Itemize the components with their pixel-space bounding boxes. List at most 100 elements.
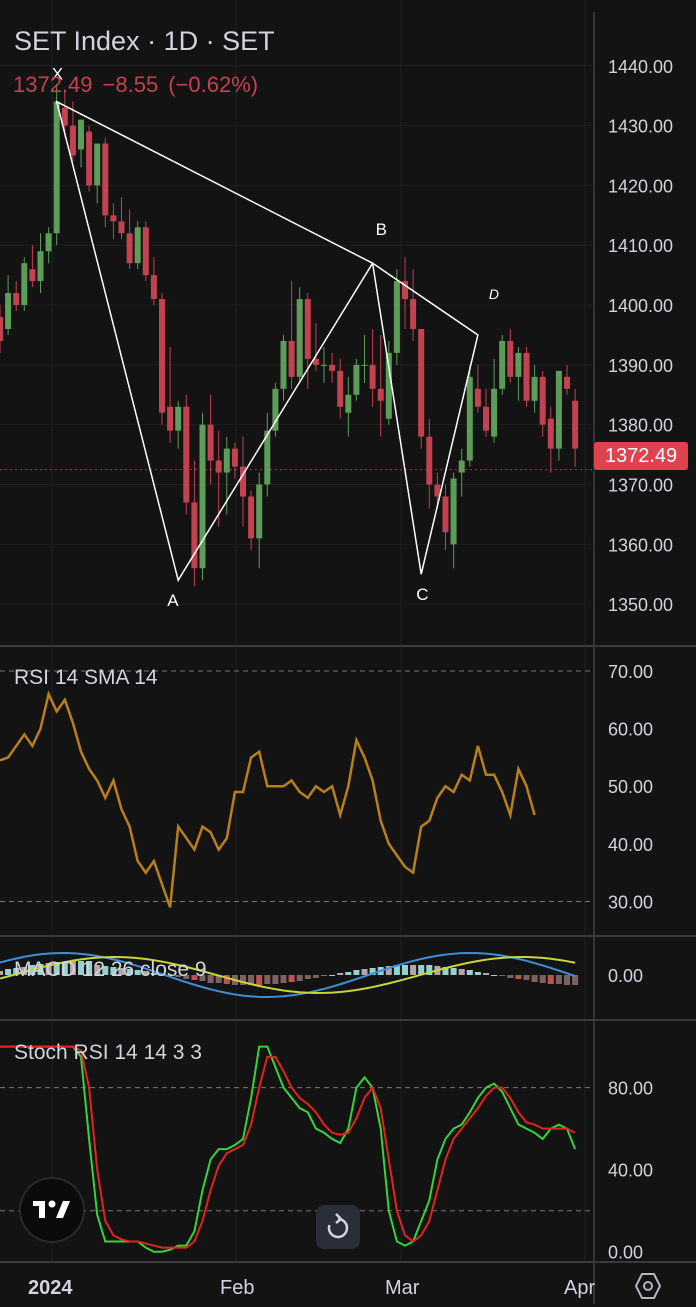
- macd-histogram-bar: [353, 970, 360, 975]
- macd-histogram-bar: [329, 975, 336, 976]
- candle-body: [21, 263, 28, 306]
- price-axis-label: 1440.00: [608, 57, 673, 77]
- candle-body: [304, 299, 311, 359]
- candle-body: [215, 460, 222, 473]
- rsi-label[interactable]: RSI 14 SMA 14: [14, 666, 158, 689]
- candle-body: [167, 406, 174, 431]
- candle-body: [264, 430, 271, 485]
- candle-body: [572, 400, 579, 449]
- pattern-point-d: D: [489, 286, 499, 302]
- macd-axis-label: 0.00: [608, 966, 643, 986]
- macd-histogram-bar: [474, 972, 481, 975]
- chart-title: SET Index · 1D · SET: [14, 26, 275, 56]
- candle-body: [345, 394, 352, 413]
- macd-histogram-bar: [134, 970, 141, 975]
- macd-histogram-bar: [369, 968, 376, 975]
- candle-body: [385, 352, 392, 419]
- settings-icon[interactable]: [632, 1270, 664, 1302]
- macd-histogram-bar: [5, 969, 12, 975]
- macd-histogram-bar: [466, 970, 473, 975]
- candle-body: [231, 448, 238, 467]
- candle-body: [329, 364, 336, 371]
- macd-histogram-bar: [450, 968, 457, 975]
- stoch-axis-label: 0.00: [608, 1243, 643, 1263]
- macd-histogram-bar: [555, 975, 562, 984]
- price-axis-label: 1420.00: [608, 176, 673, 196]
- macd-histogram-bar: [256, 975, 263, 985]
- time-axis-label: Apr: [564, 1277, 595, 1299]
- candle-body: [0, 317, 3, 341]
- pattern-point-c: C: [416, 585, 428, 604]
- candle-body: [134, 227, 141, 264]
- candle-body: [296, 299, 303, 377]
- macd-histogram-bar: [223, 975, 230, 984]
- candle-body: [240, 466, 246, 497]
- macd-histogram-bar: [167, 975, 174, 976]
- candle-body: [321, 364, 327, 366]
- price-axis-label: 1380.00: [608, 416, 673, 436]
- tradingview-logo-icon[interactable]: [19, 1177, 85, 1243]
- rsi-axis-label: 60.00: [608, 720, 653, 740]
- macd-histogram-bar: [272, 975, 279, 984]
- price-axis-label: 1370.00: [608, 476, 673, 496]
- macd-histogram-bar: [45, 963, 52, 975]
- candle-body: [272, 388, 279, 431]
- candle-body: [69, 125, 76, 156]
- macd-histogram-bar: [288, 975, 295, 982]
- macd-histogram-bar: [69, 961, 76, 975]
- price-quote: 1372.49 −8.55 (−0.62%): [13, 72, 268, 98]
- macd-histogram-bar: [94, 965, 101, 975]
- candle-body: [5, 293, 12, 329]
- candle-body: [207, 424, 214, 461]
- pattern-point-x: X: [52, 65, 63, 84]
- stoch-d-line: [0, 1045, 576, 1249]
- price-axis-label: 1390.00: [608, 356, 673, 376]
- price-axis-label: 1350.00: [608, 595, 673, 615]
- macd-histogram-bar: [539, 975, 546, 983]
- stoch-axis-label: 80.00: [608, 1079, 653, 1099]
- macd-histogram-bar: [458, 969, 465, 975]
- candle-body: [288, 340, 295, 377]
- candle-body: [547, 418, 554, 449]
- candle-body: [369, 364, 376, 389]
- candle-body: [248, 496, 255, 539]
- pattern-point-b: B: [376, 220, 387, 239]
- candle-body: [483, 406, 489, 431]
- macd-label[interactable]: MACD 12 26 close 9: [14, 958, 207, 981]
- price-axis-label: 1400.00: [608, 296, 673, 316]
- candle-body: [450, 478, 457, 545]
- candle-body: [515, 352, 522, 377]
- reset-chart-button[interactable]: [316, 1205, 360, 1249]
- candle-body: [377, 388, 384, 401]
- candle-body: [175, 406, 182, 431]
- price-axis-label: 1360.00: [608, 535, 673, 555]
- candle-body: [312, 358, 319, 365]
- macd-histogram-bar: [337, 973, 344, 975]
- price-change-pct: (−0.62%): [168, 72, 259, 97]
- macd-histogram-bar: [507, 975, 514, 978]
- reset-arrow-icon: [327, 1213, 349, 1239]
- candle-body: [61, 107, 68, 126]
- current-price-tag: 1372.49: [594, 442, 688, 470]
- macd-histogram-bar: [515, 975, 522, 979]
- rsi-axis-label: 50.00: [608, 777, 653, 797]
- candle-body: [37, 251, 44, 282]
- candle-body: [78, 119, 84, 150]
- macd-histogram-bar: [296, 975, 303, 981]
- macd-histogram-bar: [418, 965, 425, 975]
- candle-body: [474, 388, 481, 407]
- pattern-point-a: A: [167, 591, 179, 610]
- stoch-label[interactable]: Stoch RSI 14 14 3 3: [14, 1041, 202, 1064]
- macd-histogram-bar: [207, 975, 214, 983]
- macd-histogram-bar: [150, 973, 157, 975]
- time-axis-label: Feb: [220, 1277, 254, 1299]
- macd-line: [0, 951, 576, 998]
- pattern-triangle-xab: [55, 100, 374, 583]
- candle-body: [45, 233, 52, 252]
- price-change: −8.55: [102, 72, 159, 97]
- candle-body: [280, 340, 287, 389]
- macd-histogram-bar: [240, 975, 246, 985]
- macd-histogram-bar: [53, 962, 60, 975]
- macd-histogram-bar: [385, 966, 392, 975]
